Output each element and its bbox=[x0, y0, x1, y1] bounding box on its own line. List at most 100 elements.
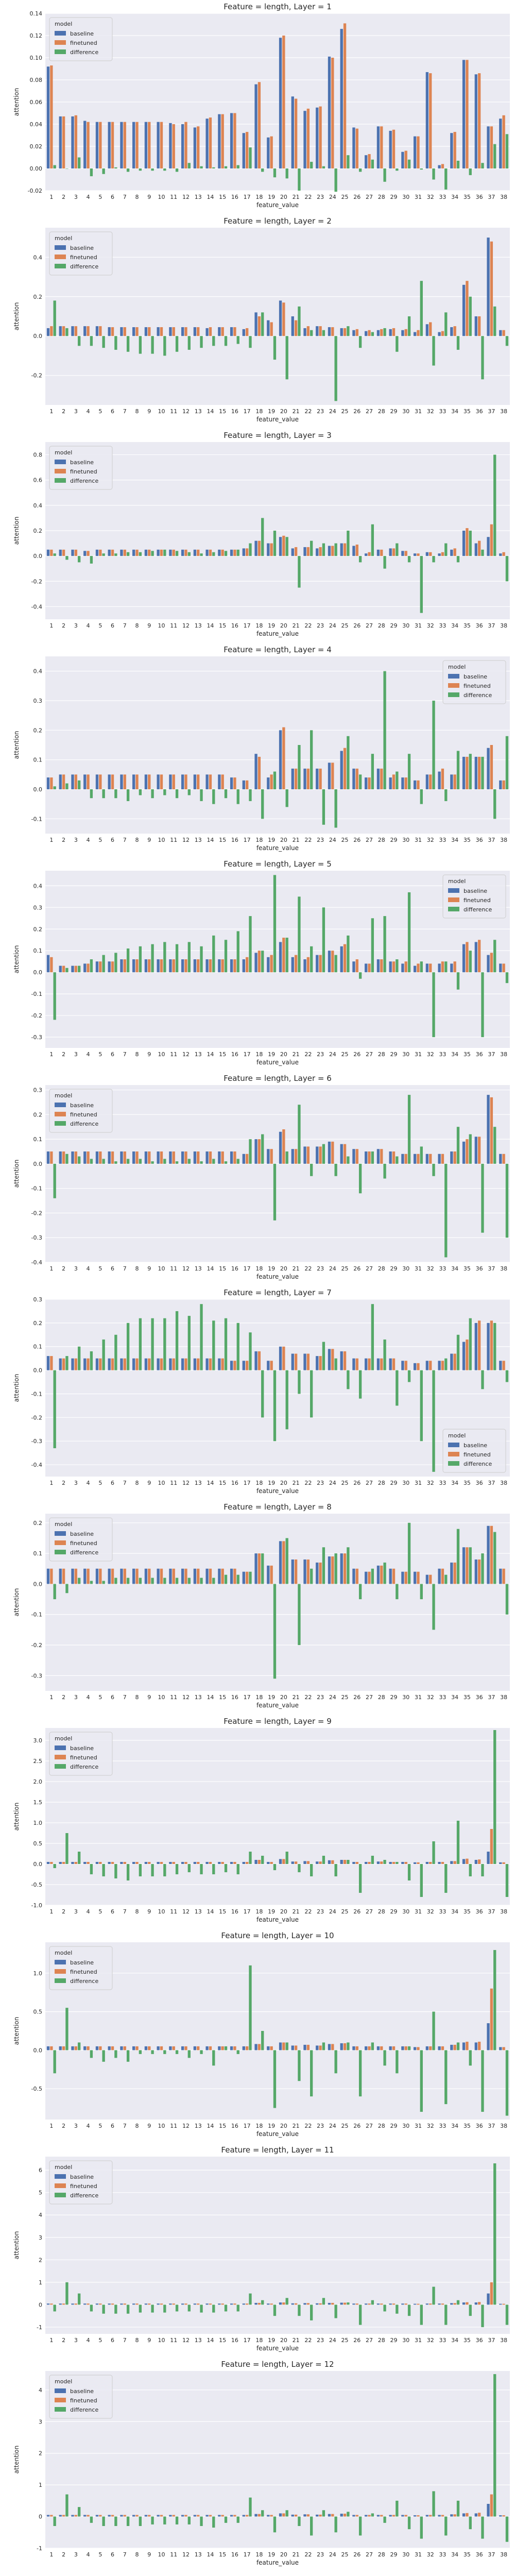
bar-baseline bbox=[242, 1154, 245, 1164]
y-tick-label: 0.2 bbox=[33, 727, 43, 734]
x-tick-label: 19 bbox=[268, 408, 275, 415]
y-tick-label: 0.2 bbox=[33, 1320, 43, 1327]
y-tick-label: 0.02 bbox=[30, 143, 43, 150]
bar-finetuned bbox=[466, 2041, 469, 2050]
x-tick-label: 22 bbox=[304, 2123, 312, 2129]
series-finetuned bbox=[50, 727, 505, 789]
x-tick-label: 19 bbox=[268, 2337, 275, 2344]
bar-baseline bbox=[328, 2514, 331, 2517]
bar-baseline bbox=[352, 127, 355, 168]
bar-baseline bbox=[169, 327, 172, 336]
bar-difference bbox=[420, 1146, 423, 1164]
bar-finetuned bbox=[50, 1568, 53, 1584]
bar-baseline bbox=[205, 1358, 209, 1370]
plot-area bbox=[45, 656, 510, 834]
x-tick-label: 26 bbox=[353, 1480, 360, 1486]
x-tick-label: 10 bbox=[158, 837, 165, 843]
bar-difference bbox=[383, 1860, 386, 1864]
bar-baseline bbox=[218, 1862, 221, 1864]
bar-baseline bbox=[291, 548, 294, 556]
bar-finetuned bbox=[477, 1559, 481, 1584]
bar-baseline bbox=[132, 1151, 135, 1164]
chart-panel-9: Feature = length, Layer = 9-1.0-0.50.00.… bbox=[13, 1717, 510, 1923]
bar-difference bbox=[334, 1864, 337, 1876]
bars bbox=[46, 1730, 509, 1897]
legend-swatch-difference bbox=[55, 1121, 66, 1126]
bar-baseline bbox=[316, 2514, 319, 2517]
bar-difference bbox=[187, 1316, 191, 1370]
x-tick-label: 18 bbox=[255, 2551, 263, 2558]
bar-difference bbox=[90, 1351, 93, 1370]
bar-finetuned bbox=[380, 1149, 383, 1164]
bar-difference bbox=[187, 942, 191, 973]
bar-baseline bbox=[365, 1151, 368, 1164]
x-tick-label: 22 bbox=[304, 1480, 312, 1486]
bar-finetuned bbox=[62, 1358, 65, 1370]
bar-baseline bbox=[303, 328, 306, 336]
bar-finetuned bbox=[74, 1358, 78, 1370]
y-tick-label: 0.1 bbox=[33, 1550, 43, 1557]
x-tick-label: 32 bbox=[427, 408, 434, 415]
legend-title: model bbox=[55, 235, 72, 242]
x-axis: 1 2 3 4 5 6 7 8 9 10 11 12 13 14 15 16 17 18 19 20 21 22 23 24 2… bbox=[49, 194, 507, 200]
bar-baseline bbox=[438, 2046, 441, 2050]
bar-baseline bbox=[279, 2513, 282, 2517]
x-tick-label: 23 bbox=[317, 1265, 324, 1272]
plot-area bbox=[45, 228, 510, 405]
bar-difference bbox=[322, 1547, 325, 1584]
bar-difference bbox=[200, 2516, 203, 2526]
x-tick-label: 27 bbox=[366, 2337, 373, 2344]
bar-difference bbox=[249, 789, 252, 801]
bar-difference bbox=[347, 531, 350, 556]
bar-difference bbox=[236, 1323, 239, 1370]
bar-finetuned bbox=[477, 1320, 481, 1370]
bar-difference bbox=[481, 1163, 484, 1233]
chart-panel-7: Feature = length, Layer = 7-0.4-0.3-0.2-… bbox=[13, 1288, 510, 1495]
bar-finetuned bbox=[490, 1526, 493, 1584]
bar-difference bbox=[420, 961, 423, 973]
bar-baseline bbox=[59, 1358, 62, 1370]
bar-finetuned bbox=[306, 326, 310, 336]
bar-baseline bbox=[487, 537, 490, 556]
bar-baseline bbox=[328, 2044, 331, 2050]
bar-baseline bbox=[376, 959, 380, 973]
bar-difference bbox=[285, 789, 288, 807]
bar-baseline bbox=[450, 1151, 453, 1164]
bar-baseline bbox=[279, 537, 282, 556]
bar-finetuned bbox=[477, 2513, 481, 2517]
bar-finetuned bbox=[392, 129, 396, 168]
bar-baseline bbox=[279, 300, 282, 336]
bar-finetuned bbox=[417, 1363, 420, 1370]
bar-baseline bbox=[59, 774, 62, 789]
x-axis-label: feature_value bbox=[256, 1487, 299, 1495]
bar-finetuned bbox=[368, 154, 371, 168]
x-tick-label: 4 bbox=[87, 2337, 90, 2344]
x-tick-label: 4 bbox=[87, 2551, 90, 2558]
bar-finetuned bbox=[270, 322, 273, 336]
bar-baseline bbox=[46, 1356, 50, 1370]
x-tick-label: 24 bbox=[329, 2337, 336, 2344]
bar-difference bbox=[432, 336, 435, 366]
legend-title: model bbox=[55, 1092, 72, 1099]
bar-difference bbox=[273, 531, 277, 556]
bar-difference bbox=[249, 1852, 252, 1864]
bar-finetuned bbox=[123, 122, 126, 168]
x-tick-label: 19 bbox=[268, 622, 275, 629]
bar-finetuned bbox=[319, 2303, 322, 2305]
x-tick-label: 38 bbox=[500, 2337, 507, 2344]
bar-finetuned bbox=[466, 942, 469, 973]
chart-panel-2: Feature = length, Layer = 2-0.20.00.20.4… bbox=[13, 216, 510, 423]
y-tick-label: -0.2 bbox=[31, 1642, 42, 1649]
legend-swatch-baseline bbox=[55, 245, 66, 250]
x-tick-label: 22 bbox=[304, 622, 312, 629]
bar-difference bbox=[469, 1318, 472, 1370]
bar-difference bbox=[102, 1159, 105, 1164]
series-difference bbox=[53, 1304, 509, 1472]
x-tick-label: 7 bbox=[123, 1480, 127, 1486]
bar-difference bbox=[505, 1163, 509, 1238]
bar-finetuned bbox=[172, 2046, 175, 2050]
bar-finetuned bbox=[111, 961, 114, 973]
x-tick-label: 38 bbox=[500, 1694, 507, 1701]
bar-finetuned bbox=[197, 549, 200, 556]
